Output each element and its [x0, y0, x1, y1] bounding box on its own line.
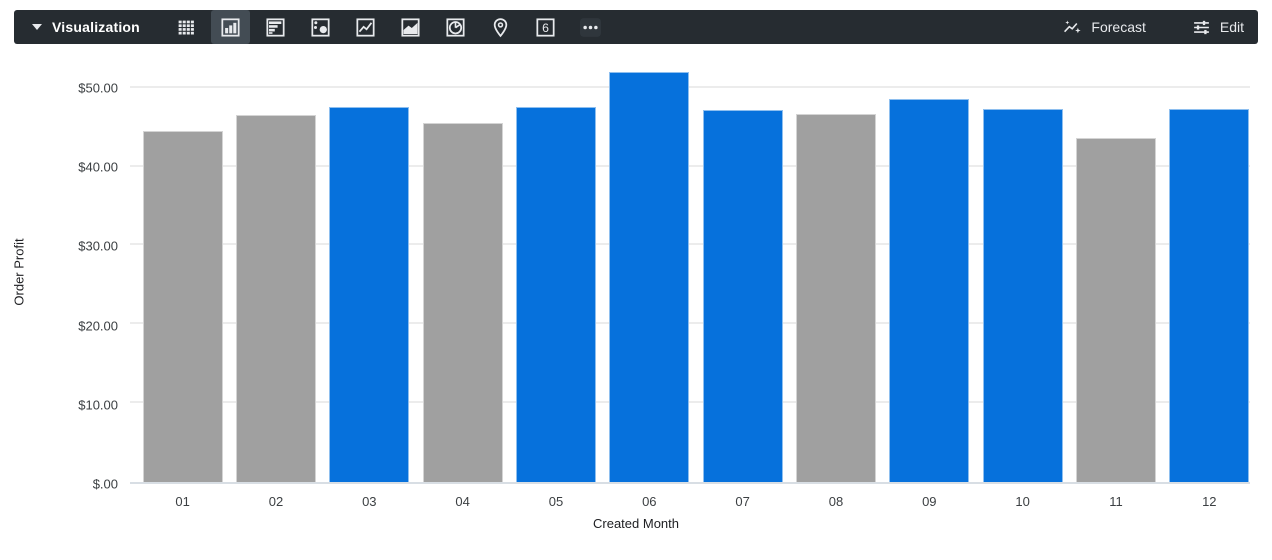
- x-tick-label: 07: [735, 494, 750, 509]
- chart-type-scatter-button[interactable]: [301, 10, 340, 44]
- bar-month-12[interactable]: [1169, 108, 1250, 482]
- visualization-collapse-toggle[interactable]: Visualization: [24, 19, 140, 35]
- toolbar-title: Visualization: [52, 19, 140, 35]
- map-pin-icon: [490, 17, 511, 38]
- gridline: [130, 85, 1250, 88]
- chart-type-table-button[interactable]: [166, 10, 205, 44]
- x-tick-label: 11: [1109, 494, 1123, 509]
- scatter-plot-icon: [310, 17, 331, 38]
- table-icon: [175, 17, 196, 38]
- edit-label: Edit: [1219, 19, 1244, 35]
- chart-type-pie-button[interactable]: [436, 10, 475, 44]
- y-axis: $.00 $10.00 $20.00 $30.00 $40.00 $50.00: [0, 60, 118, 491]
- column-chart: Order Profit $.00 $10.00 $20.00 $30.00 $40.0…: [0, 44, 1272, 560]
- tune-sliders-icon: [1192, 18, 1211, 37]
- bar-month-01[interactable]: [142, 131, 223, 482]
- x-tick-label: 10: [1015, 494, 1030, 509]
- visualization-toolbar: Visualization 6 Forecast: [14, 10, 1258, 44]
- chart-type-single-value-button[interactable]: 6: [526, 10, 565, 44]
- ellipsis-icon: [579, 17, 601, 38]
- gridline: [130, 164, 1250, 167]
- bar-chart-icon: [265, 17, 286, 38]
- bar-month-07[interactable]: [702, 109, 783, 482]
- area-chart-icon: [400, 17, 421, 38]
- bar-month-05[interactable]: [516, 106, 596, 482]
- bar-month-11[interactable]: [1076, 138, 1156, 482]
- chart-type-area-button[interactable]: [391, 10, 430, 44]
- chart-type-line-button[interactable]: [346, 10, 385, 44]
- bar-month-03[interactable]: [329, 106, 410, 482]
- bar-month-02[interactable]: [236, 115, 316, 482]
- single-value-icon: 6: [535, 17, 556, 38]
- gridline: [130, 322, 1250, 325]
- forecast-button[interactable]: Forecast: [1063, 18, 1146, 37]
- x-axis-title: Created Month: [593, 516, 679, 531]
- bar-month-08[interactable]: [796, 114, 876, 482]
- x-tick-label: 08: [828, 494, 844, 509]
- pie-chart-icon: [445, 17, 466, 38]
- y-tick-label: $10.00: [78, 397, 118, 413]
- chart-type-column-button[interactable]: [210, 10, 250, 44]
- line-chart-icon: [355, 17, 376, 38]
- column-chart-icon: [220, 17, 241, 38]
- svg-text:6: 6: [542, 21, 549, 35]
- y-tick-label: $50.00: [78, 80, 118, 96]
- x-tick-label: 12: [1202, 494, 1217, 509]
- gridline: [130, 401, 1250, 404]
- forecast-sparkline-icon: [1063, 18, 1082, 37]
- chart-type-more-button[interactable]: [571, 10, 610, 44]
- gridline: [130, 243, 1250, 246]
- x-tick-label: 09: [922, 494, 937, 509]
- chart-type-bar-button[interactable]: [256, 10, 295, 44]
- x-tick-label: 06: [642, 494, 657, 509]
- chart-type-map-button[interactable]: [481, 10, 520, 44]
- plot-area: 01 02 03 04 05 06 07 08 09 10 11 12: [130, 60, 1250, 509]
- y-tick-label: $.00: [92, 476, 118, 492]
- y-tick-label: $40.00: [78, 159, 118, 175]
- bar-month-09[interactable]: [889, 98, 970, 482]
- bar-month-04[interactable]: [422, 123, 503, 482]
- bar-month-06[interactable]: [609, 71, 690, 482]
- x-tick-label: 05: [548, 494, 564, 509]
- x-tick-label: 01: [175, 494, 190, 509]
- bar-month-10[interactable]: [982, 108, 1063, 482]
- edit-button[interactable]: Edit: [1192, 18, 1244, 37]
- x-tick-label: 04: [455, 494, 470, 509]
- x-tick-label: 03: [362, 494, 377, 509]
- y-tick-label: $30.00: [78, 238, 118, 254]
- y-tick-label: $20.00: [78, 318, 118, 333]
- chevron-down-icon: [32, 24, 42, 30]
- x-tick-label: 02: [268, 494, 284, 509]
- chart-type-picker: 6: [166, 10, 616, 44]
- forecast-label: Forecast: [1091, 19, 1146, 35]
